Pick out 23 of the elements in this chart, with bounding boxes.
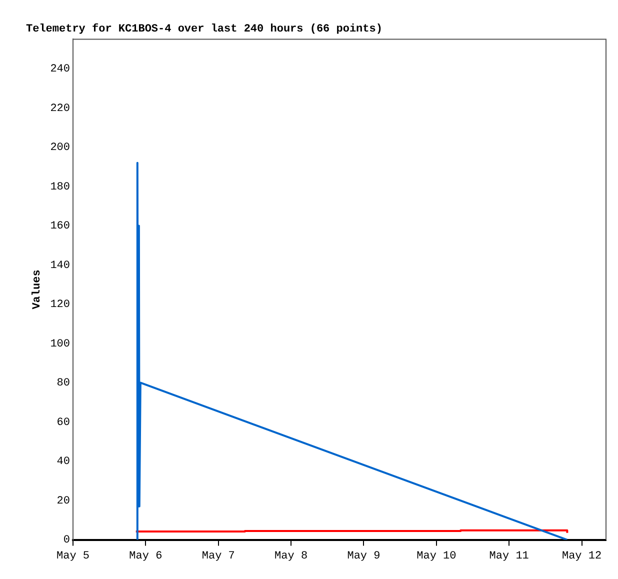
x-tick-label: May 12: [562, 550, 602, 562]
y-tick-label: 140: [50, 260, 70, 272]
y-tick-label: 180: [50, 181, 70, 194]
y-tick-label: 80: [56, 378, 70, 390]
x-tick-label: May 5: [56, 550, 90, 562]
x-tick-label: May 10: [416, 550, 456, 562]
y-tick-label: 240: [50, 64, 70, 76]
y-tick-label: 120: [50, 299, 70, 312]
y-tick-label: 20: [56, 495, 70, 508]
y-tick-label: 60: [56, 416, 70, 429]
x-tick-label: May 9: [347, 550, 380, 562]
y-axis-title: Values: [31, 270, 44, 310]
x-tick-label: May 8: [274, 550, 308, 562]
x-tick-label: May 6: [129, 550, 162, 562]
y-tick-label: 220: [50, 102, 70, 115]
y-tick-label: 0: [63, 534, 70, 547]
x-tick-label: May 7: [202, 550, 235, 562]
y-tick-label: 200: [50, 142, 70, 154]
y-tick-label: 160: [50, 220, 70, 233]
x-tick-label: May 11: [489, 550, 530, 562]
y-tick-label: 40: [56, 456, 70, 468]
chart-title: Telemetry for KC1BOS-4 over last 240 hours (66 points): [26, 22, 382, 36]
y-tick-label: 100: [50, 338, 70, 350]
